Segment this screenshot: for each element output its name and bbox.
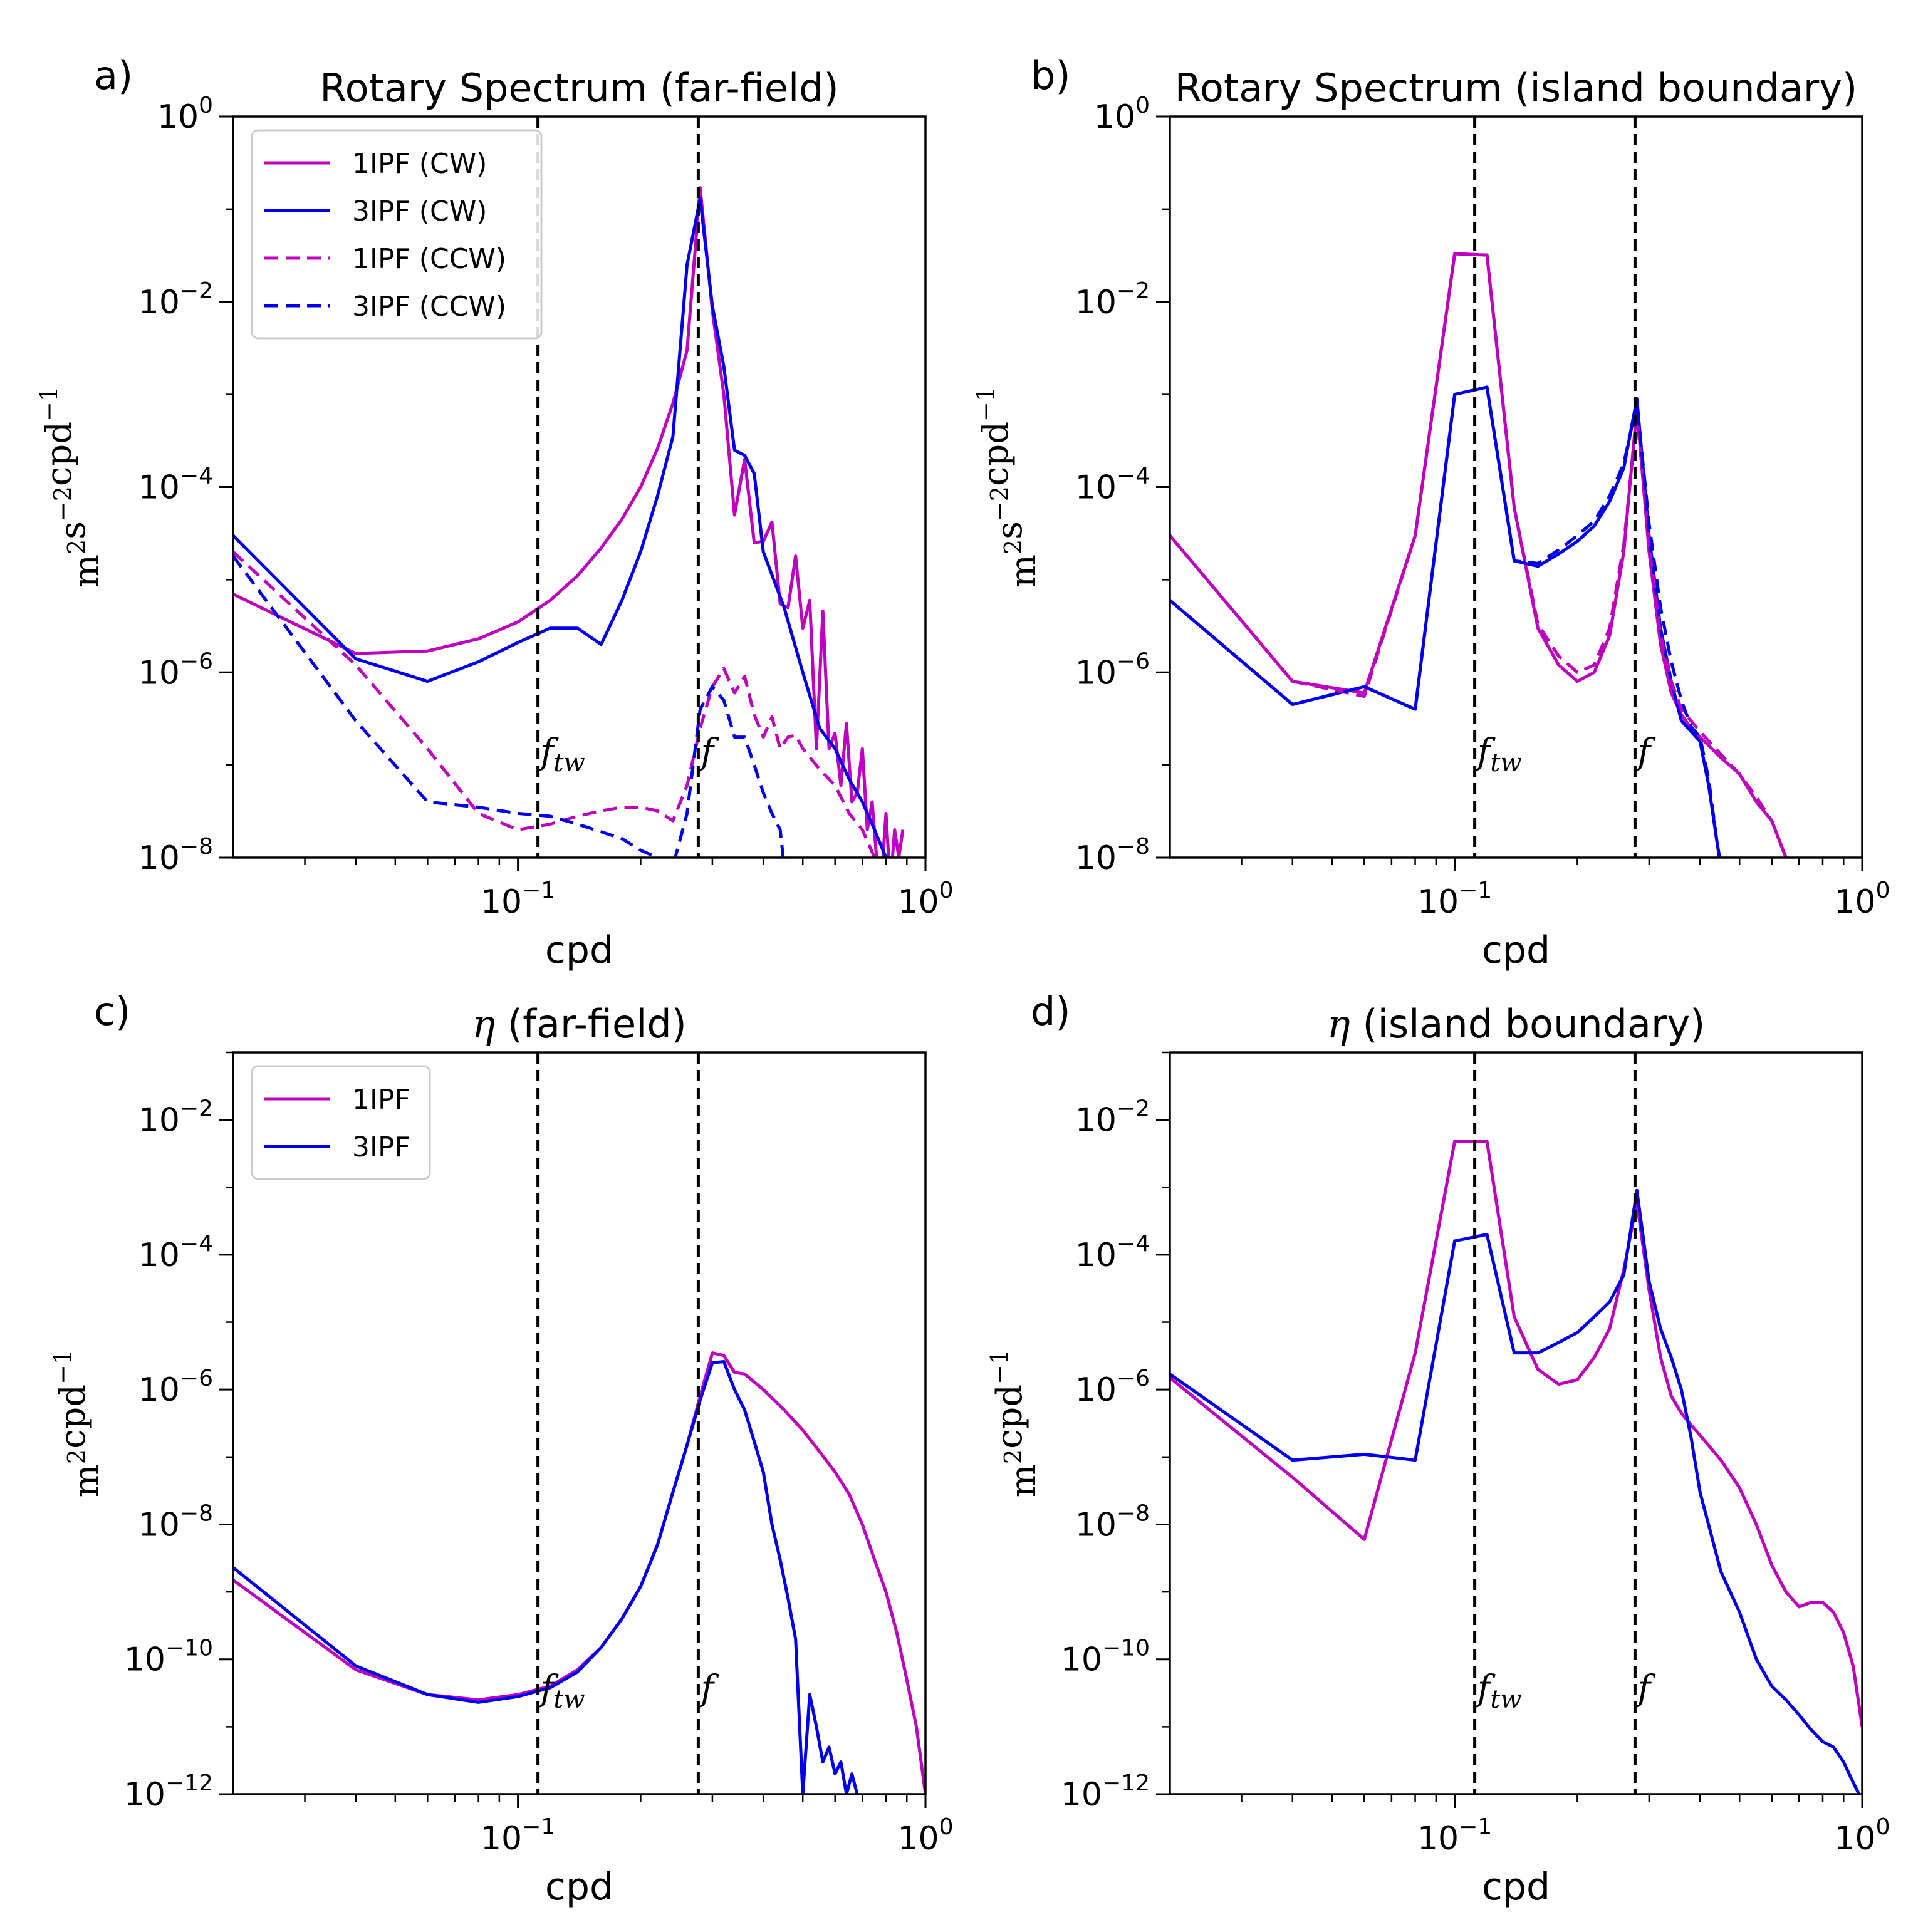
- series-line-1ipf-ccw-: [1170, 252, 1788, 858]
- y-tick-label: 100: [157, 93, 213, 136]
- y-tick-label: 10−2: [138, 1096, 213, 1140]
- series-line-1ipf-ccw-: [233, 551, 877, 858]
- y-tick-label: 10−6: [1075, 648, 1150, 692]
- y-tick-label: 10−12: [1061, 1770, 1150, 1814]
- panel-1: b) Rotary Spectrum (island boundary) 10−1 1…: [972, 53, 1890, 972]
- plot-frame: [1169, 1051, 1863, 1795]
- title-text: (far-field): [508, 1001, 687, 1047]
- y-axis-label: m2s−2cpd−1: [35, 387, 107, 588]
- title-prefix: η: [472, 1001, 508, 1047]
- y-tick-label: 10−2: [1075, 1096, 1150, 1140]
- legend-label: 3IPF (CCW): [352, 291, 506, 323]
- chart-title: η (island boundary): [1327, 1001, 1706, 1047]
- legend-box: [251, 1065, 431, 1180]
- legend-label: 1IPF (CW): [352, 148, 487, 180]
- panel-letter: b): [1031, 53, 1071, 98]
- y-axis-label: m2cpd−1: [986, 1349, 1044, 1497]
- vline-label: ftw: [538, 1668, 585, 1714]
- y-tick-label: 10−6: [138, 648, 213, 692]
- y-tick-label: 10−10: [124, 1636, 213, 1679]
- series-group: [233, 1351, 925, 1794]
- x-axis-label: cpd: [1482, 928, 1550, 972]
- chart-title: Rotary Spectrum (island boundary): [1175, 65, 1857, 111]
- series-group: [233, 186, 905, 858]
- legend-label: 1IPF (CCW): [352, 243, 506, 275]
- panel-2: c) η (far-field) 10−1 100 10−2 10−4 10−6 10−8 10…: [49, 989, 954, 1909]
- y-tick-label: 10−4: [1075, 1231, 1150, 1274]
- x-tick-label: 10−1: [481, 878, 555, 921]
- y-tick-label: 10−8: [1075, 1500, 1150, 1544]
- legend-box: [251, 129, 543, 340]
- series-line-1ipf: [1170, 1140, 1862, 1727]
- y-tick-label: 10−8: [138, 834, 213, 877]
- panel-0: a) Rotary Spectrum (far-field) 10−1 100 100 1…: [35, 53, 954, 972]
- panel-letter: a): [94, 53, 133, 98]
- series-group: [1170, 1140, 1862, 1794]
- y-tick-label: 10−4: [1075, 464, 1150, 507]
- plot-frame: [1169, 115, 1863, 859]
- vline-label: ftw: [538, 732, 585, 777]
- legend-label: 1IPF: [352, 1084, 410, 1116]
- y-axis-label: m2cpd−1: [49, 1349, 107, 1497]
- x-tick-label: 10−1: [481, 1814, 555, 1857]
- vline-label: f: [698, 732, 719, 772]
- vline-label: f: [1635, 732, 1656, 772]
- x-tick-label: 100: [1834, 878, 1890, 921]
- x-axis-label: cpd: [1482, 1865, 1550, 1909]
- x-tick-label: 10−1: [1417, 878, 1492, 921]
- legend: 1IPF 3IPF: [251, 1065, 431, 1180]
- y-axis-label: m2s−2cpd−1: [972, 387, 1044, 588]
- plot-frame: [232, 1051, 927, 1795]
- legend: 1IPF (CW) 3IPF (CW) 1IPF (CCW) 3IPF (CCW): [251, 129, 543, 340]
- y-tick-label: 10−6: [1075, 1366, 1150, 1409]
- series-line-3ipf-ccw-: [233, 555, 785, 858]
- y-tick-label: 10−8: [1075, 834, 1150, 877]
- x-axis-label: cpd: [545, 1865, 613, 1909]
- panel-letter: d): [1031, 989, 1071, 1034]
- vline-label: ftw: [1475, 1668, 1522, 1714]
- panel-3: d) η (island boundary) 10−1 100 10−2 10−4 10−6…: [986, 989, 1890, 1909]
- title-text: Rotary Spectrum (far-field): [320, 65, 838, 111]
- x-tick-label: 100: [1834, 1814, 1890, 1857]
- y-tick-label: 10−4: [138, 464, 213, 507]
- vline-label: ftw: [1475, 732, 1522, 777]
- chart-title: Rotary Spectrum (far-field): [320, 65, 838, 111]
- y-tick-label: 10−10: [1061, 1636, 1150, 1679]
- panel-letter: c): [94, 989, 130, 1034]
- x-tick-label: 100: [897, 878, 953, 921]
- vline-label: f: [1635, 1668, 1656, 1709]
- x-tick-label: 10−1: [1417, 1814, 1492, 1857]
- legend-label: 3IPF (CW): [352, 195, 487, 227]
- series-line-3ipf-ccw-: [1170, 385, 1721, 858]
- y-tick-label: 10−8: [138, 1500, 213, 1544]
- series-line-3ipf: [1170, 1188, 1861, 1794]
- series-line-3ipf: [233, 1360, 859, 1794]
- y-tick-label: 10−2: [1075, 278, 1150, 321]
- y-tick-label: 100: [1094, 93, 1150, 136]
- x-axis-label: cpd: [545, 928, 613, 972]
- series-line-3ipf-cw-: [233, 197, 888, 858]
- y-tick-label: 10−6: [138, 1366, 213, 1409]
- legend-label: 3IPF: [352, 1131, 410, 1163]
- y-tick-label: 10−12: [124, 1770, 213, 1814]
- title-prefix: η: [1327, 1001, 1363, 1047]
- series-line-1ipf: [233, 1351, 925, 1794]
- y-tick-label: 10−2: [138, 278, 213, 321]
- x-tick-label: 100: [897, 1814, 953, 1857]
- series-group: [1170, 252, 1788, 858]
- title-text: Rotary Spectrum (island boundary): [1175, 65, 1857, 111]
- plot-frame: [232, 115, 927, 859]
- title-text: (island boundary): [1362, 1001, 1705, 1047]
- vline-label: f: [698, 1668, 719, 1709]
- chart-title: η (far-field): [472, 1001, 687, 1047]
- y-tick-label: 10−4: [138, 1231, 213, 1274]
